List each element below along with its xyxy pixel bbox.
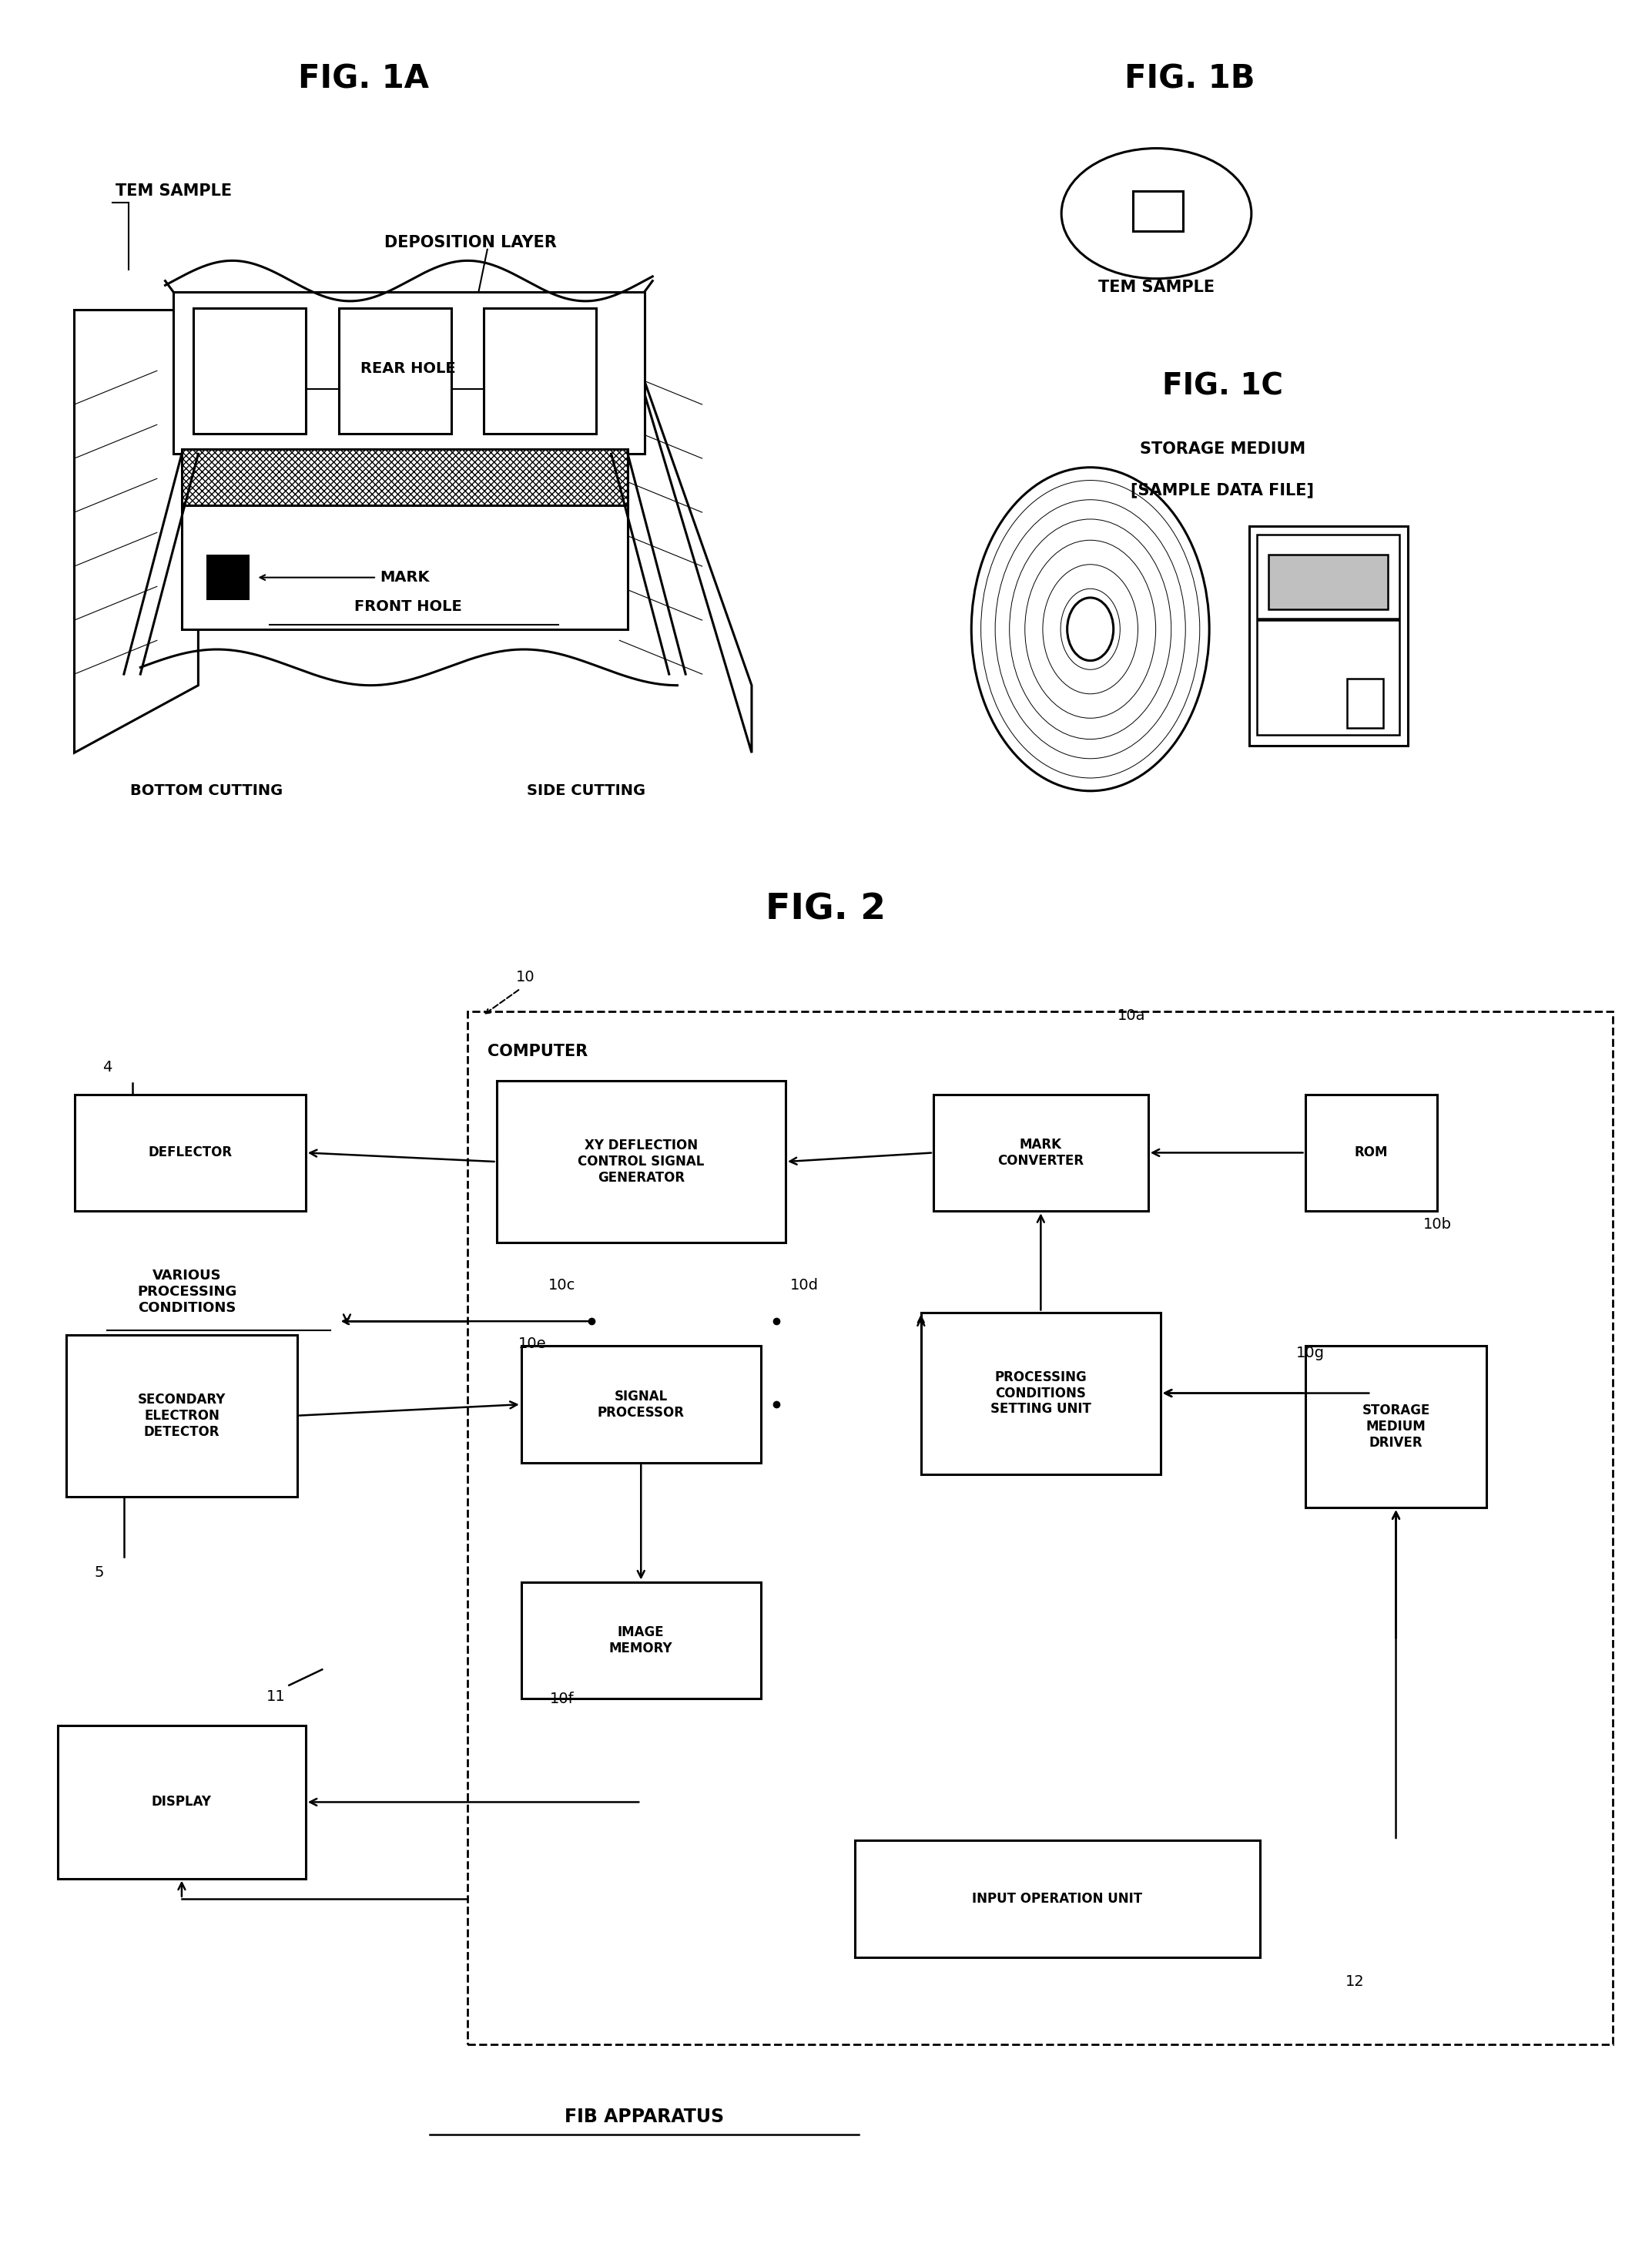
Text: 10: 10 xyxy=(515,971,535,984)
Text: SIGNAL
PROCESSOR: SIGNAL PROCESSOR xyxy=(598,1389,684,1420)
Text: FIB APPARATUS: FIB APPARATUS xyxy=(565,2108,724,2126)
Ellipse shape xyxy=(1061,148,1252,279)
Text: VARIOUS
PROCESSING
CONDITIONS: VARIOUS PROCESSING CONDITIONS xyxy=(137,1270,236,1314)
Bar xyxy=(182,449,628,506)
FancyBboxPatch shape xyxy=(468,1011,1612,2045)
Text: XY DEFLECTION
CONTROL SIGNAL
GENERATOR: XY DEFLECTION CONTROL SIGNAL GENERATOR xyxy=(578,1139,704,1184)
Polygon shape xyxy=(182,449,628,506)
Polygon shape xyxy=(74,310,198,753)
Text: IMAGE
MEMORY: IMAGE MEMORY xyxy=(610,1625,672,1656)
Text: SECONDARY
ELECTRON
DETECTOR: SECONDARY ELECTRON DETECTOR xyxy=(137,1393,226,1438)
Text: TEM SAMPLE: TEM SAMPLE xyxy=(116,184,231,198)
Bar xyxy=(206,555,249,600)
Text: FIG. 1C: FIG. 1C xyxy=(1161,371,1284,402)
FancyBboxPatch shape xyxy=(1305,1094,1437,1211)
Text: DISPLAY: DISPLAY xyxy=(152,1795,211,1809)
FancyBboxPatch shape xyxy=(339,308,451,434)
Text: REAR HOLE: REAR HOLE xyxy=(360,362,456,375)
Bar xyxy=(1133,191,1183,231)
FancyBboxPatch shape xyxy=(933,1094,1148,1211)
Text: DEFLECTOR: DEFLECTOR xyxy=(149,1146,231,1159)
Text: 10f: 10f xyxy=(550,1692,573,1705)
FancyBboxPatch shape xyxy=(496,1081,786,1243)
FancyBboxPatch shape xyxy=(66,1335,297,1497)
Circle shape xyxy=(1067,598,1113,661)
FancyBboxPatch shape xyxy=(484,308,596,434)
Polygon shape xyxy=(182,506,628,629)
FancyBboxPatch shape xyxy=(193,308,306,434)
Text: 10b: 10b xyxy=(1422,1218,1452,1231)
Text: TEM SAMPLE: TEM SAMPLE xyxy=(1099,281,1214,294)
Text: 10e: 10e xyxy=(517,1337,547,1350)
FancyBboxPatch shape xyxy=(856,1840,1260,1957)
Text: 10g: 10g xyxy=(1295,1346,1325,1359)
Bar xyxy=(1257,535,1399,618)
Text: ROM: ROM xyxy=(1355,1146,1388,1159)
FancyBboxPatch shape xyxy=(522,1346,760,1463)
Text: STORAGE
MEDIUM
DRIVER: STORAGE MEDIUM DRIVER xyxy=(1361,1404,1431,1449)
Bar xyxy=(1257,620,1399,735)
Text: 10d: 10d xyxy=(790,1279,819,1292)
Text: FRONT HOLE: FRONT HOLE xyxy=(354,600,463,613)
Circle shape xyxy=(971,467,1209,791)
Text: MARK
CONVERTER: MARK CONVERTER xyxy=(998,1137,1084,1168)
Text: FIG. 1A: FIG. 1A xyxy=(297,63,430,94)
Text: 10c: 10c xyxy=(548,1279,575,1292)
Polygon shape xyxy=(620,310,752,753)
Text: 5: 5 xyxy=(94,1566,104,1580)
Polygon shape xyxy=(173,292,644,454)
Text: INPUT OPERATION UNIT: INPUT OPERATION UNIT xyxy=(971,1892,1143,1905)
Text: 4: 4 xyxy=(102,1061,112,1074)
Text: PROCESSING
CONDITIONS
SETTING UNIT: PROCESSING CONDITIONS SETTING UNIT xyxy=(990,1371,1092,1416)
Text: [SAMPLE DATA FILE]: [SAMPLE DATA FILE] xyxy=(1132,483,1313,497)
Bar xyxy=(1348,679,1384,728)
Bar xyxy=(1269,555,1388,609)
Text: 10a: 10a xyxy=(1117,1009,1146,1022)
Text: STORAGE MEDIUM: STORAGE MEDIUM xyxy=(1140,443,1305,456)
FancyBboxPatch shape xyxy=(74,1094,306,1211)
Bar xyxy=(1269,555,1388,609)
Text: MARK: MARK xyxy=(380,571,430,584)
Text: FIG. 2: FIG. 2 xyxy=(767,892,885,928)
Text: BOTTOM CUTTING: BOTTOM CUTTING xyxy=(131,784,282,798)
Text: 12: 12 xyxy=(1345,1975,1365,1989)
FancyBboxPatch shape xyxy=(922,1312,1160,1474)
FancyBboxPatch shape xyxy=(1305,1346,1487,1508)
Bar xyxy=(1249,526,1408,746)
Text: FIG. 1B: FIG. 1B xyxy=(1123,63,1256,94)
FancyBboxPatch shape xyxy=(522,1582,760,1699)
Text: SIDE CUTTING: SIDE CUTTING xyxy=(527,784,646,798)
Text: 11: 11 xyxy=(266,1690,286,1703)
Text: DEPOSITION LAYER: DEPOSITION LAYER xyxy=(385,236,557,249)
FancyBboxPatch shape xyxy=(58,1726,306,1878)
Text: COMPUTER: COMPUTER xyxy=(487,1045,588,1058)
